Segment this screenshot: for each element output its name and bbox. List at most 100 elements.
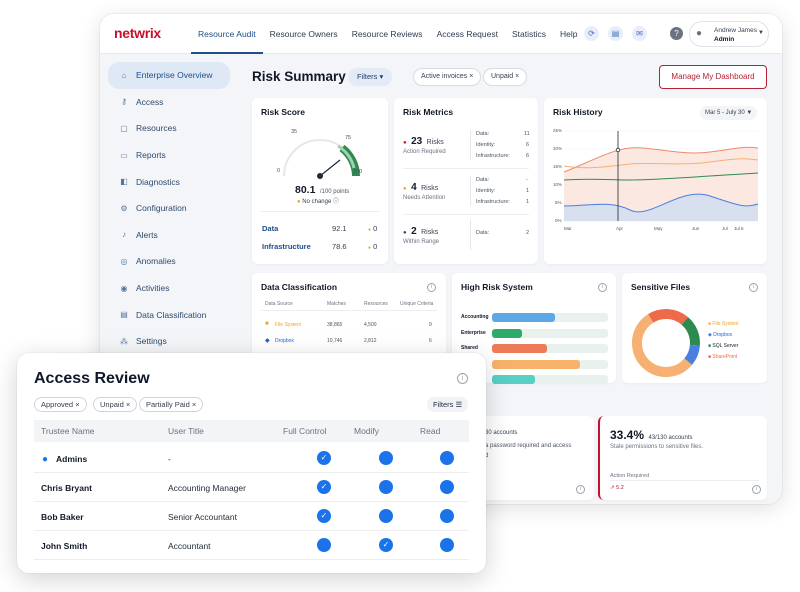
- close-icon[interactable]: ×: [191, 400, 197, 409]
- label-infrastructure: Infrastructure:: [476, 153, 510, 159]
- footer-label: Action Required: [610, 473, 650, 479]
- series-line-green: [563, 172, 759, 181]
- sidebar-item-configuration[interactable]: ⚙ Configuration: [108, 195, 230, 222]
- x-tick: Jul 6: [734, 226, 744, 231]
- risk-row-infrastructure-label[interactable]: Infrastructure: [262, 242, 311, 251]
- folder-icon: ■: [265, 321, 269, 327]
- sidebar-item-alerts[interactable]: ♪ Alerts: [108, 222, 230, 249]
- checked-permission-icon[interactable]: ✓: [317, 451, 331, 465]
- close-icon[interactable]: ×: [125, 400, 131, 409]
- nav-resource-reviews[interactable]: Resource Reviews: [351, 29, 423, 39]
- sidebar-item-settings[interactable]: ⁂ Settings: [108, 328, 230, 355]
- permission-dot-icon[interactable]: [317, 538, 331, 552]
- permission-dot-icon[interactable]: [379, 509, 393, 523]
- table-row[interactable]: Bob Baker Senior Accountant ✓: [34, 502, 469, 531]
- permission-dot-icon[interactable]: [440, 451, 454, 465]
- gauge-label-100: 100: [353, 169, 363, 175]
- close-icon[interactable]: ×: [75, 400, 80, 409]
- divider: [610, 480, 759, 481]
- close-icon[interactable]: ×: [515, 73, 520, 80]
- info-icon[interactable]: i: [427, 283, 436, 292]
- checked-permission-icon[interactable]: ✓: [317, 509, 331, 523]
- x-tick: Mar: [564, 226, 572, 231]
- metric-needs-attention[interactable]: ● 4 Risks: [403, 177, 438, 195]
- date-range-filter[interactable]: Mar 5 - July 30 ▼: [700, 106, 758, 120]
- info-icon[interactable]: i: [457, 373, 468, 384]
- col-user-title: User Title: [168, 426, 204, 436]
- sidebar-item-access[interactable]: ⚷ Access: [108, 89, 230, 116]
- filters-button[interactable]: Filters ▾: [348, 68, 393, 86]
- stale-text: Stale permissions to sensitive files.: [610, 444, 704, 450]
- nav-resource-audit[interactable]: Resource Audit: [191, 14, 263, 54]
- bar-label: Shared: [461, 345, 478, 351]
- col-trustee-name: Trustee Name: [41, 426, 95, 436]
- info-icon[interactable]: ⓘ: [333, 199, 340, 205]
- risk-score-card: Risk Score 35 75 0 100 80.1 /100 points …: [252, 98, 388, 264]
- info-icon[interactable]: i: [752, 485, 761, 494]
- chip-approved[interactable]: Approved ×: [34, 397, 87, 412]
- dropbox-icon: ◆: [265, 338, 270, 344]
- sidebar-item-diagnostics[interactable]: ◧ Diagnostics: [108, 168, 230, 195]
- nav-help[interactable]: Help: [560, 29, 578, 39]
- manage-dashboard-button[interactable]: Manage My Dashboard: [659, 65, 767, 89]
- filters-button[interactable]: Filters ☰: [427, 397, 469, 412]
- bar[interactable]: [492, 328, 523, 338]
- user-role: Admin: [714, 36, 735, 43]
- col-unique-criteria: Unique Criteria: [400, 301, 434, 307]
- sidebar-item-activities[interactable]: ◉ Activities: [108, 275, 230, 302]
- dc-matches: 10,746: [327, 338, 343, 344]
- sidebar-item-enterprise-overview[interactable]: ⌂ Enterprise Overview: [108, 62, 230, 89]
- metric-within-range[interactable]: ● 2 Risks: [403, 221, 438, 239]
- bar[interactable]: [492, 359, 581, 369]
- bar[interactable]: [492, 344, 547, 353]
- bar[interactable]: [492, 313, 555, 322]
- gauge-label-0: 0: [277, 168, 281, 174]
- table-row[interactable]: Chris Bryant Accounting Manager ✓: [34, 473, 469, 502]
- netwrix-logo[interactable]: netwrix: [114, 25, 161, 41]
- permission-dot-icon[interactable]: [440, 480, 454, 494]
- sidebar-item-resources[interactable]: ▢ Resources: [108, 115, 230, 142]
- chip-unpaid[interactable]: Unpaid ×: [93, 397, 138, 412]
- mail-icon[interactable]: ✉: [632, 26, 647, 41]
- chat-icon[interactable]: ▤: [608, 26, 623, 41]
- x-tick: May: [654, 226, 663, 231]
- info-icon[interactable]: i: [749, 283, 758, 292]
- page-title: Risk Summary: [252, 69, 346, 84]
- close-icon[interactable]: ×: [469, 73, 474, 80]
- permission-dot-icon[interactable]: [379, 480, 393, 494]
- nav-access-request[interactable]: Access Request: [436, 29, 498, 39]
- checked-permission-icon[interactable]: ✓: [317, 480, 331, 494]
- table-row[interactable]: ● Admins - ✓: [34, 444, 469, 473]
- activity-icon: ◉: [120, 283, 128, 293]
- permission-dot-icon[interactable]: [379, 451, 393, 465]
- metric-label: Risks: [421, 185, 439, 192]
- permission-dot-icon[interactable]: [440, 538, 454, 552]
- donut-slice[interactable]: [630, 307, 702, 379]
- permission-dot-icon[interactable]: [440, 509, 454, 523]
- help-icon[interactable]: ?: [670, 27, 683, 40]
- refresh-icon[interactable]: ⟳: [584, 26, 599, 41]
- table-row[interactable]: ◆ Dropbox 10,746 2,812 6: [261, 333, 437, 347]
- sidebar-item-label: Settings: [136, 336, 167, 347]
- sidebar-item-reports[interactable]: ▭ Reports: [108, 142, 230, 169]
- user-menu[interactable]: ● Andrew James Admin ▼: [689, 21, 769, 47]
- trend: ↗ 5.2: [610, 485, 624, 491]
- nav-statistics[interactable]: Statistics: [511, 29, 546, 39]
- risk-row-data-label[interactable]: Data: [262, 224, 279, 233]
- chip-unpaid[interactable]: Unpaid ×: [483, 68, 528, 86]
- info-icon[interactable]: i: [576, 485, 585, 494]
- donut-slice[interactable]: [630, 307, 702, 379]
- sidebar-item-anomalies[interactable]: ◎ Anomalies: [108, 248, 230, 275]
- table-row[interactable]: John Smith Accountant ✓: [34, 531, 469, 560]
- chip-active-invoices[interactable]: Active invoices ×: [413, 68, 482, 86]
- sidebar-item-data-classification[interactable]: ▤ Data Classification: [108, 301, 230, 328]
- nav-resource-owners[interactable]: Resource Owners: [269, 29, 338, 39]
- info-icon[interactable]: i: [598, 283, 607, 292]
- status-dot: ●: [297, 199, 301, 205]
- metric-action-required[interactable]: ● 23 Risks: [403, 131, 444, 149]
- checked-permission-icon[interactable]: ✓: [379, 538, 393, 552]
- table-row[interactable]: ■ File System 38,865 4,500 9: [261, 317, 437, 331]
- chip-partially-paid[interactable]: Partially Paid ×: [139, 397, 204, 412]
- bar[interactable]: [492, 375, 535, 384]
- filters-label: Filters: [433, 400, 454, 409]
